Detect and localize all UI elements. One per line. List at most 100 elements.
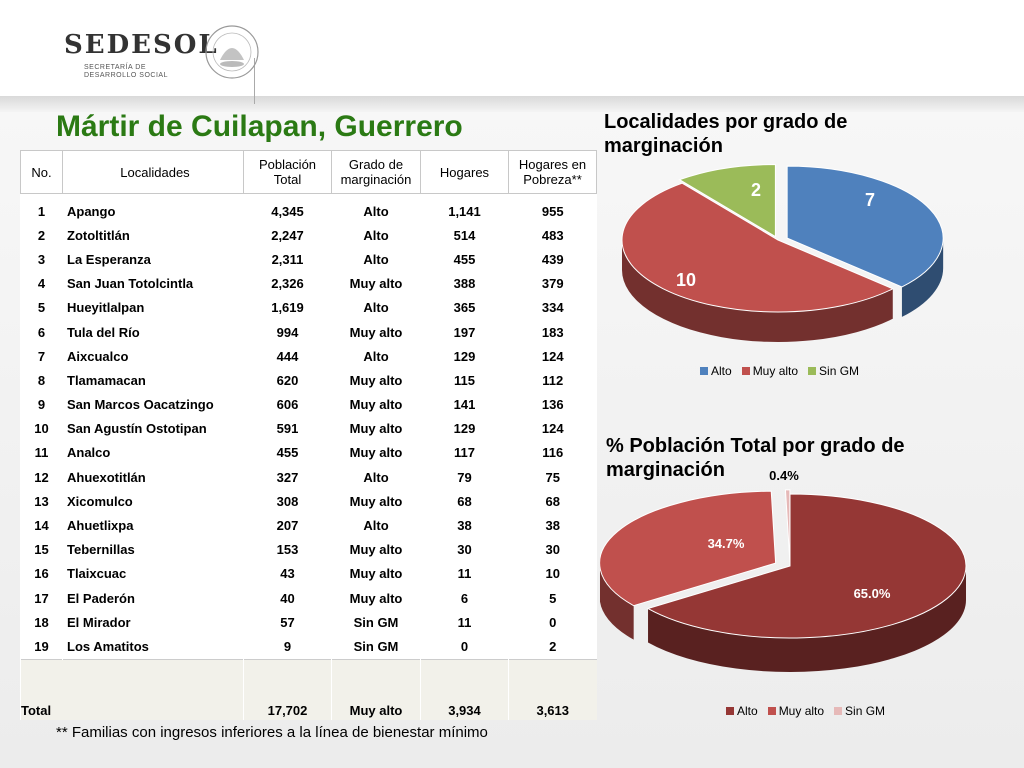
pie-label: 34.7%: [708, 536, 745, 551]
pie-slice-sin-gm: [784, 489, 791, 562]
table-row: 2 Zotoltitlán 2,247 Alto 514 483: [20, 223, 597, 248]
table-cell-loc: Zotoltitlán: [62, 223, 244, 248]
table-cell-loc: Los Amatitos: [62, 634, 244, 660]
table-cell-no: 13: [20, 489, 63, 514]
table-cell-hog: 0: [420, 634, 509, 660]
total-hogares: 3,934: [420, 658, 509, 720]
table-cell-pobr: 38: [508, 513, 597, 538]
localidades-table: No. Localidades Población Total Grado de…: [20, 150, 597, 720]
chart2-legend-muy-alto: Muy alto: [767, 704, 824, 718]
table-cell-grado: Muy alto: [331, 537, 421, 562]
pie-label: 2: [751, 180, 761, 200]
table-cell-pob: 57: [243, 610, 332, 635]
table-cell-pob: 207: [243, 513, 332, 538]
table-cell-pob: 455: [243, 440, 332, 466]
table-cell-loc: El Paderón: [62, 586, 244, 611]
table-cell-hog: 30: [420, 537, 509, 562]
table-cell-no: 4: [20, 271, 63, 296]
table-cell-loc: El Mirador: [62, 610, 244, 635]
table-cell-hog: 365: [420, 295, 509, 320]
table-cell-grado: Muy alto: [331, 440, 421, 466]
header-grado: Grado de marginación: [331, 150, 421, 194]
table-row: 12 Ahuexotitlán 327 Alto 79 75: [20, 465, 597, 490]
chart2-pie: 65.0% 34.7% 0.4%: [600, 468, 967, 672]
table-cell-pobr: 379: [508, 271, 597, 296]
table-row: 8 Tlamamacan 620 Muy alto 115 112: [20, 368, 597, 393]
table-cell-pob: 43: [243, 561, 332, 586]
table-cell-grado: Muy alto: [331, 586, 421, 611]
table-cell-hog: 388: [420, 271, 509, 296]
table-cell-pobr: 124: [508, 344, 597, 369]
table-cell-no: 18: [20, 610, 63, 635]
chart1-legend-muy-alto: Muy alto: [741, 364, 798, 378]
table-cell-pobr: 116: [508, 440, 597, 466]
table-cell-grado: Alto: [331, 223, 421, 248]
pie-label: 0.4%: [769, 468, 799, 483]
header-poblacion-l1: Población: [258, 157, 317, 172]
total-grado: Muy alto: [331, 658, 421, 720]
table-cell-hog: 197: [420, 319, 509, 345]
table-cell-pobr: 5: [508, 586, 597, 611]
pie-slice-side: [622, 240, 893, 342]
table-row: 1 Apango 4,345 Alto 1,141 955: [20, 199, 597, 224]
table-cell-loc: Ahuetlixpa: [62, 513, 244, 538]
chart1-legend: Alto Muy alto Sin GM: [700, 364, 859, 378]
table-cell-no: 19: [20, 634, 63, 660]
table-cell-no: 5: [20, 295, 63, 320]
header-hogares: Hogares: [420, 150, 509, 194]
table-cell-no: 10: [20, 416, 63, 441]
chart2-title: % Población Total por grado de marginaci…: [606, 434, 905, 482]
table-cell-pob: 1,619: [243, 295, 332, 320]
table-cell-hog: 117: [420, 440, 509, 466]
table-cell-hog: 514: [420, 223, 509, 248]
table-cell-grado: Alto: [331, 247, 421, 272]
table-cell-hog: 455: [420, 247, 509, 272]
header-pobreza-l1: Hogares en: [518, 157, 587, 172]
table-cell-pob: 2,326: [243, 271, 332, 296]
table-cell-no: 9: [20, 392, 63, 417]
logo-subtitle-line2: DESARROLLO SOCIAL: [84, 72, 168, 79]
header-pobreza-l2: Pobreza**: [523, 172, 582, 187]
table-cell-grado: Sin GM: [331, 610, 421, 635]
table-cell-pobr: 136: [508, 392, 597, 417]
table-cell-hog: 79: [420, 465, 509, 490]
chart1-legend-alto: Alto: [700, 364, 732, 378]
table-cell-loc: Aixcualco: [62, 344, 244, 369]
header-poblacion-l2: Total: [273, 172, 302, 187]
mexico-seal-icon: [205, 25, 259, 79]
table-cell-pobr: 30: [508, 537, 597, 562]
chart1-title-l2: marginación: [604, 135, 723, 157]
table-cell-loc: La Esperanza: [62, 247, 244, 272]
table-cell-no: 7: [20, 344, 63, 369]
table-cell-pobr: 439: [508, 247, 597, 272]
table-cell-loc: Hueyitlalpan: [62, 295, 244, 320]
pie-slice-sin-gm: [678, 164, 776, 238]
table-cell-grado: Muy alto: [331, 319, 421, 345]
table-row: 15 Tebernillas 153 Muy alto 30 30: [20, 537, 597, 562]
table-cell-pob: 620: [243, 368, 332, 393]
chart1-title-l1: Localidades por grado de: [604, 111, 848, 133]
table-row: 13 Xicomulco 308 Muy alto 68 68: [20, 489, 597, 514]
table-row: 4 San Juan Totolcintla 2,326 Muy alto 388 379: [20, 271, 597, 296]
table-cell-pob: 327: [243, 465, 332, 490]
table-cell-grado: Alto: [331, 513, 421, 538]
pie-label: 65.0%: [854, 586, 891, 601]
table-cell-grado: Alto: [331, 344, 421, 369]
pie-label: 7: [865, 190, 875, 210]
header-grado-l1: Grado de: [348, 157, 404, 172]
table-cell-pobr: 483: [508, 223, 597, 248]
table-row: 19 Los Amatitos 9 Sin GM 0 2: [20, 634, 597, 660]
table-cell-grado: Muy alto: [331, 271, 421, 296]
logo-divider: [254, 58, 255, 104]
chart2-legend-sin-gm-label: Sin GM: [845, 704, 886, 718]
table-cell-loc: San Agustín Ostotipan: [62, 416, 244, 441]
table-cell-grado: Alto: [331, 199, 421, 224]
chart1-pie: 7 10 2: [621, 164, 944, 342]
table-cell-pob: 4,345: [243, 199, 332, 224]
page-title: Mártir de Cuilapan, Guerrero: [56, 110, 463, 143]
table-row: 6 Tula del Río 994 Muy alto 197 183: [20, 319, 597, 345]
table-cell-no: 8: [20, 368, 63, 393]
table-row: 3 La Esperanza 2,311 Alto 455 439: [20, 247, 597, 272]
header-poblacion: Población Total: [243, 150, 332, 194]
table-cell-no: 12: [20, 465, 63, 490]
